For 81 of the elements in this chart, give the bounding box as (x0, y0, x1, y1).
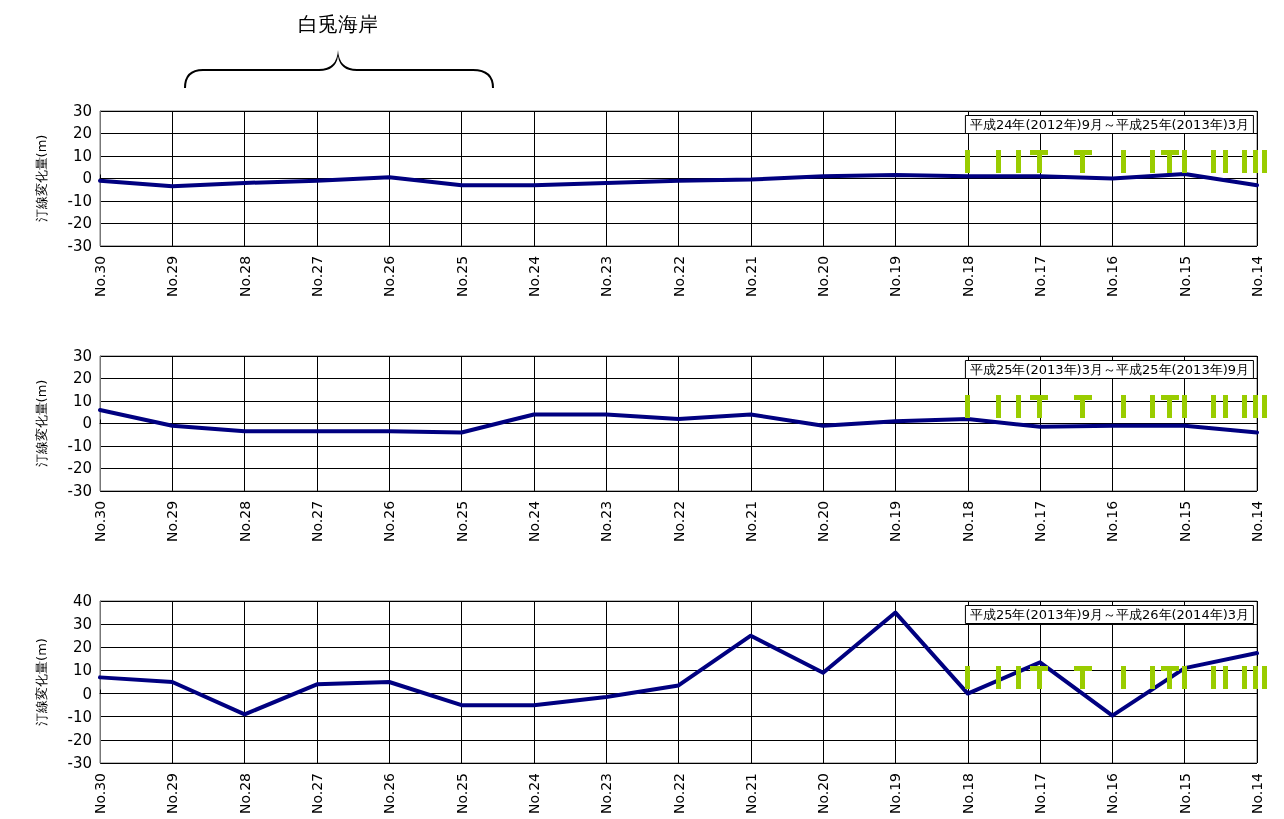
x-tick-label: No.20 (815, 255, 832, 298)
x-tick-label: No.30 (92, 255, 108, 298)
y-tick-label: 30 (72, 347, 92, 365)
x-tick-label: No.18 (959, 773, 976, 815)
x-tick-label: No.30 (92, 500, 108, 543)
x-tick-label: No.16 (1104, 255, 1121, 298)
x-tick-label: No.27 (308, 255, 325, 298)
x-tick-label: No.21 (742, 773, 759, 815)
x-tick-label: No.28 (236, 500, 253, 543)
x-tick-label: No.25 (453, 773, 470, 815)
y-tick-label: 10 (72, 391, 92, 410)
x-tick-label: No.17 (1032, 500, 1049, 543)
x-tick-label: No.30 (92, 773, 108, 815)
y-tick-label: 0 (82, 169, 92, 188)
y-tick-label: 30 (72, 615, 92, 634)
x-tick-label: No.22 (670, 773, 687, 815)
x-tick-label: No.14 (1249, 772, 1265, 815)
x-tick-label: No.21 (742, 255, 759, 298)
x-tick-label: No.15 (1176, 773, 1193, 815)
y-tick-label: 10 (72, 661, 92, 680)
x-tick-label: No.17 (1032, 773, 1049, 815)
x-tick-label: No.23 (598, 500, 615, 543)
text: 白兎海岸 (298, 12, 378, 36)
x-tick-label: No.18 (959, 255, 976, 298)
text: 平成25年(2013年)9月～平成26年(2014年)3月 (969, 607, 1250, 622)
x-tick-label: No.14 (1249, 500, 1265, 543)
y-tick-label: -30 (67, 236, 92, 255)
y-tick-label: 30 (72, 102, 92, 120)
y-tick-label: -20 (67, 214, 92, 233)
y-tick-label: -20 (67, 730, 92, 749)
x-tick-label: No.21 (742, 500, 759, 543)
y-tick-label: -20 (67, 459, 92, 478)
x-tick-label: No.27 (308, 773, 325, 815)
x-tick-label: No.25 (453, 500, 470, 543)
line-series (98, 610, 1259, 718)
x-tick-label: No.23 (598, 773, 615, 815)
x-tick-label: No.24 (525, 255, 542, 298)
y-tick-label: -10 (67, 191, 92, 210)
x-tick-label: No.19 (887, 773, 904, 815)
x-tick-label: No.27 (308, 500, 325, 543)
x-tick-label: No.29 (164, 773, 181, 815)
x-tick-label: No.26 (381, 772, 398, 815)
y-axis-title: 汀線変化量(m) (34, 134, 49, 223)
y-tick-label: -10 (67, 707, 92, 726)
x-tick-label: No.17 (1032, 255, 1049, 298)
x-tick-label: No.28 (236, 773, 253, 815)
y-tick-label: 20 (72, 638, 92, 657)
x-tick-label: No.20 (815, 500, 832, 543)
x-tick-label: No.22 (670, 500, 687, 543)
y-tick-label: -30 (67, 754, 92, 772)
x-tick-label: No.26 (381, 500, 398, 543)
x-tick-label: No.23 (598, 255, 615, 298)
x-tick-label: No.16 (1104, 500, 1121, 543)
y-tick-label: 10 (72, 146, 92, 165)
x-tick-label: No.15 (1176, 500, 1193, 543)
x-tick-label: No.29 (164, 500, 181, 543)
y-tick-label: 40 (72, 592, 92, 610)
y-axis-title: 汀線変化量(m) (34, 638, 49, 726)
x-tick-label: No.22 (670, 255, 687, 298)
x-tick-label: No.19 (887, 500, 904, 543)
text: 平成25年(2013年)3月～平成25年(2013年)9月 (969, 362, 1250, 377)
x-tick-label: No.16 (1104, 772, 1121, 815)
x-tick-label: No.24 (525, 772, 542, 815)
text: 平成24年(2012年)9月～平成25年(2013年)3月 (969, 117, 1250, 132)
x-tick-label: No.28 (236, 255, 253, 298)
x-tick-label: No.15 (1176, 255, 1193, 298)
y-tick-label: 20 (72, 369, 92, 388)
y-tick-label: -30 (67, 481, 92, 500)
y-axis-title: 汀線変化量(m) (34, 379, 49, 468)
x-tick-label: No.19 (887, 255, 904, 298)
x-tick-label: No.18 (959, 500, 976, 543)
y-tick-label: -10 (67, 436, 92, 455)
y-tick-label: 0 (82, 684, 92, 703)
x-tick-label: No.14 (1249, 255, 1265, 298)
x-tick-label: No.20 (815, 773, 832, 815)
y-tick-label: 20 (72, 124, 92, 143)
y-tick-label: 0 (82, 414, 92, 433)
x-tick-label: No.26 (381, 255, 398, 298)
x-tick-label: No.29 (164, 255, 181, 298)
x-tick-label: No.24 (525, 500, 542, 543)
x-tick-label: No.25 (453, 255, 470, 298)
